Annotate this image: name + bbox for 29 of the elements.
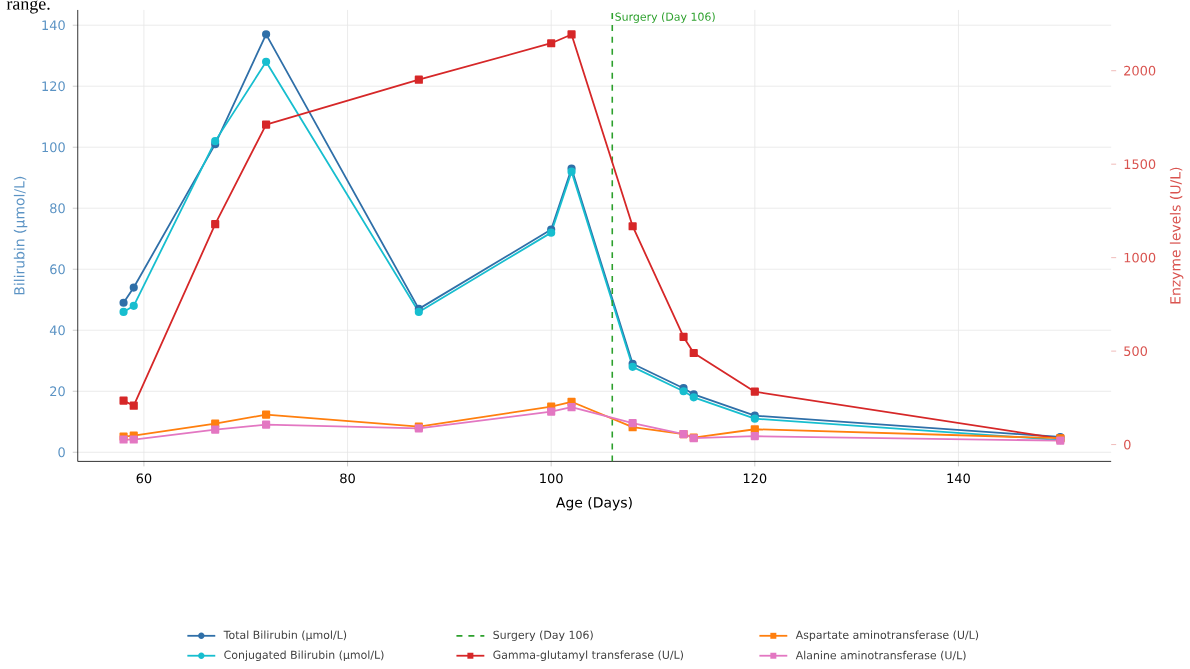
x-tick-label: 80: [340, 473, 355, 484]
legend-label: Conjugated Bilirubin (µmol/L): [224, 650, 384, 662]
text: range.: [6, 0, 50, 14]
y-tick-label: 140: [42, 20, 65, 31]
x-axis-title: Age (Days): [555, 497, 632, 511]
y-tick-label: 40: [49, 325, 65, 336]
y2-tick-label: 0: [1124, 439, 1131, 450]
y-axis-title: Bilirubin (µmol/L): [13, 177, 28, 295]
legend-label: Aspartate aminotransferase (U/L): [795, 630, 979, 642]
y2-axis-title: Enzyme levels (U/L): [1169, 167, 1184, 304]
legend-label: Alanine aminotransferase (U/L): [795, 650, 966, 661]
y-tick-label: 20: [50, 386, 65, 397]
legend-label: Total Bilirubin (µmol/L): [223, 630, 347, 642]
y-tick-label: 0: [58, 447, 65, 458]
y-tick-label: 60: [50, 264, 65, 275]
text: Surgery (Day 106): [493, 630, 593, 642]
y2-tick-label: 1000: [1124, 252, 1156, 263]
y-tick-label: 100: [42, 142, 65, 153]
legend-label: Gamma-glutamyl transferase (U/L): [493, 650, 684, 662]
x-tick-label: 100: [540, 473, 563, 484]
y2-tick-label: 1500: [1124, 159, 1156, 170]
y-tick-label: 120: [42, 81, 65, 92]
x-tick-label: 60: [136, 473, 152, 484]
x-tick-label: 120: [743, 473, 767, 484]
ref-line-label: Surgery (Day 106): [615, 12, 715, 24]
y2-tick-label: 2000: [1124, 65, 1156, 76]
y-tick-label: 80: [50, 203, 65, 214]
x-tick-label: 140: [947, 473, 970, 484]
y2-tick-label: 500: [1124, 346, 1148, 357]
